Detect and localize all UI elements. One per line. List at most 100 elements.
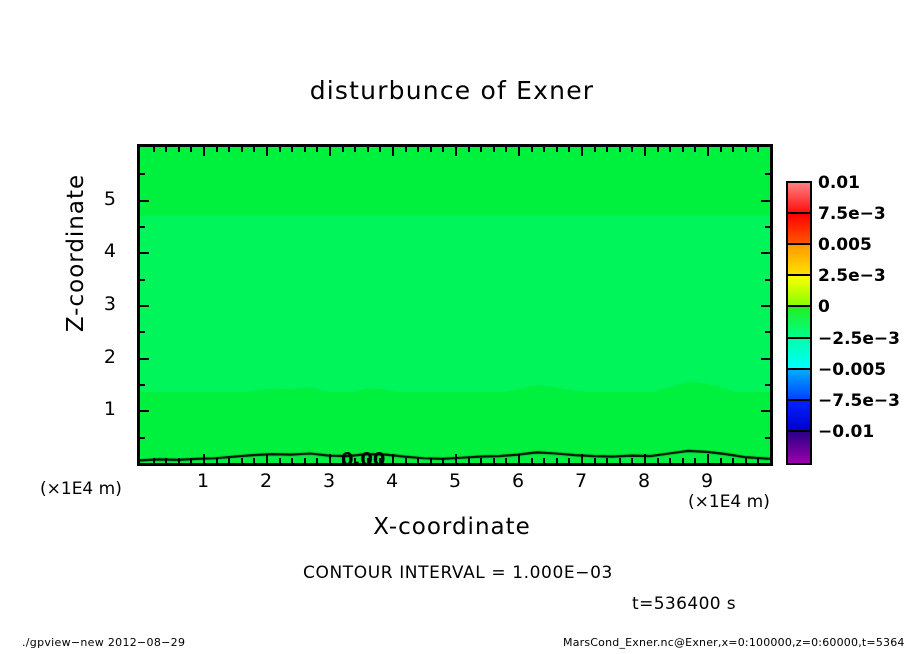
axis-tick <box>140 357 149 360</box>
axis-tick <box>631 458 634 463</box>
plot-area <box>137 144 773 466</box>
axis-tick <box>518 147 520 156</box>
x-axis-tick-label: 3 <box>322 470 336 492</box>
axis-tick <box>455 147 457 156</box>
axis-tick <box>266 147 268 156</box>
axis-tick <box>354 147 357 152</box>
axis-tick <box>240 147 243 152</box>
axis-tick <box>379 458 382 463</box>
y-axis-tick-label: 2 <box>103 345 116 368</box>
x-axis-title: X-coordinate <box>373 514 531 540</box>
axis-tick <box>530 458 533 463</box>
timestamp-note: t=536400 s <box>632 594 737 614</box>
axis-tick <box>379 147 382 152</box>
axis-tick <box>278 458 281 463</box>
colorbar-tick-label: 0.01 <box>818 173 860 193</box>
axis-tick <box>354 458 357 463</box>
axis-tick <box>669 147 672 152</box>
axis-tick <box>177 458 180 463</box>
axis-tick <box>140 384 145 386</box>
axis-tick <box>765 384 770 386</box>
axis-tick <box>467 147 470 152</box>
axis-tick <box>761 252 770 255</box>
axis-tick <box>228 147 231 152</box>
y-axis-tick-label: 5 <box>103 187 116 210</box>
colorbar-segment <box>788 276 810 308</box>
colorbar-segment <box>788 245 810 277</box>
axis-tick <box>530 147 533 152</box>
axis-tick <box>606 458 609 463</box>
x-unit-left-label: (×1E4 m) <box>40 479 122 499</box>
colorbar-segment <box>788 183 810 215</box>
axis-tick <box>429 458 432 463</box>
axis-tick <box>417 147 420 152</box>
axis-tick <box>480 147 483 152</box>
y-axis-title: Z-coordinate <box>63 173 89 333</box>
axis-tick <box>656 458 659 463</box>
contour-interval-note: CONTOUR INTERVAL = 1.000E−03 <box>303 563 613 583</box>
axis-tick <box>707 147 709 156</box>
axis-tick <box>761 305 770 307</box>
axis-tick <box>341 147 344 152</box>
colorbar-tick-label: −2.5e−3 <box>818 328 900 349</box>
y-axis-tick-label: 3 <box>103 293 116 315</box>
axis-tick <box>392 147 394 156</box>
axis-tick <box>303 147 306 152</box>
axis-tick <box>761 199 770 202</box>
axis-tick <box>392 454 394 463</box>
axis-tick <box>732 147 735 152</box>
y-axis-tick-label: 1 <box>103 398 116 421</box>
x-axis-tick-label: 8 <box>637 470 651 492</box>
x-axis-tick-label: 2 <box>259 470 273 492</box>
colorbar-tick-label: −7.5e−3 <box>818 390 900 411</box>
colorbar-segment <box>788 369 810 401</box>
axis-tick <box>543 458 546 463</box>
axis-tick <box>165 458 168 463</box>
axis-tick <box>316 458 319 463</box>
axis-tick <box>140 305 149 307</box>
axis-tick <box>253 458 256 463</box>
axis-tick <box>228 458 231 463</box>
axis-tick <box>656 147 659 152</box>
axis-tick <box>568 147 571 152</box>
axis-tick <box>140 278 145 281</box>
axis-tick <box>505 147 508 152</box>
footer-datasource: MarsCond_Exner.nc@Exner,x=0:100000,z=0:6… <box>563 636 904 649</box>
axis-tick <box>303 458 306 463</box>
colorbar-tick-label: 7.5e−3 <box>818 204 886 225</box>
axis-tick <box>152 458 155 463</box>
axis-tick <box>253 147 256 152</box>
colorbar-segment <box>788 307 810 339</box>
axis-tick <box>316 147 319 152</box>
axis-tick <box>215 458 218 463</box>
footer-command: ./gpview−new 2012−08−29 <box>22 636 186 649</box>
axis-tick <box>757 458 760 463</box>
axis-tick <box>492 458 495 463</box>
axis-tick <box>681 147 684 152</box>
axis-tick <box>694 147 697 152</box>
y-axis-tick-label: 4 <box>103 240 116 263</box>
axis-tick <box>593 458 596 463</box>
axis-tick <box>732 458 735 463</box>
axis-tick <box>681 458 684 463</box>
axis-tick <box>404 458 407 463</box>
axis-tick <box>341 458 344 463</box>
axis-tick <box>765 436 770 439</box>
axis-tick <box>744 147 747 152</box>
axis-tick <box>291 458 294 463</box>
axis-tick <box>555 458 558 463</box>
axis-tick <box>455 454 457 463</box>
axis-tick <box>505 458 508 463</box>
axis-tick <box>631 147 634 152</box>
axis-tick <box>618 458 621 463</box>
axis-tick <box>765 226 770 228</box>
axis-tick <box>761 410 770 413</box>
axis-tick <box>140 226 145 228</box>
axis-tick <box>719 458 722 463</box>
colorbar-segment <box>788 214 810 246</box>
colorbar-tick-label: −0.005 <box>818 359 887 380</box>
axis-tick <box>757 147 760 152</box>
x-unit-right-label: (×1E4 m) <box>688 492 770 512</box>
axis-tick <box>177 147 180 152</box>
